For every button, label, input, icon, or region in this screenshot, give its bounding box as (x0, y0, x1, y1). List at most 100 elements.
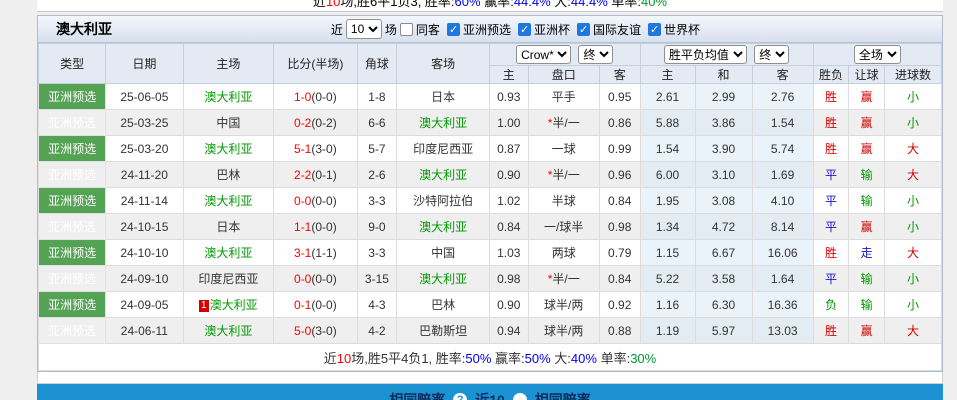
handicap-odds-home[interactable]: 1.03 (488, 239, 529, 266)
avg-home-odds[interactable]: 6.00 (639, 161, 696, 188)
handicap-odds-away[interactable]: 0.99 (598, 135, 641, 162)
league-badge[interactable]: 亚洲预选 (37, 83, 107, 110)
handicap-odds-home[interactable]: 0.84 (488, 213, 529, 240)
handicap-odds-away[interactable]: 0.88 (598, 317, 641, 344)
avg-away-odds[interactable]: 2.76 (751, 83, 814, 110)
score-cell[interactable]: 0-0(0-0) (273, 265, 358, 292)
avg-home-odds[interactable]: 5.88 (639, 109, 696, 136)
league-badge[interactable]: 亚洲预选 (37, 239, 107, 266)
avg-away-odds[interactable]: 16.36 (751, 291, 814, 318)
avg-away-odds[interactable]: 5.74 (751, 135, 814, 162)
avg-draw-odds[interactable]: 3.58 (694, 265, 753, 292)
avg-home-odds[interactable]: 2.61 (639, 83, 696, 110)
home-team-name[interactable]: 澳大利亚 (204, 90, 253, 104)
league-badge[interactable]: 亚洲预选 (37, 265, 107, 292)
home-team-name[interactable]: 中国 (216, 116, 241, 130)
handicap-odds-away[interactable]: 0.96 (598, 161, 641, 188)
handicap-line[interactable]: 一球 (527, 135, 600, 162)
same-away-checkbox[interactable] (399, 22, 413, 36)
away-team-name[interactable]: 巴勒斯坦 (419, 324, 468, 338)
avg-draw-odds[interactable]: 3.08 (694, 187, 753, 214)
score-cell[interactable]: 5-1(3-0) (273, 135, 358, 162)
avg-away-odds[interactable]: 8.14 (751, 213, 814, 240)
filter-checkbox-world-cup[interactable] (647, 22, 661, 36)
handicap-odds-home[interactable]: 1.00 (488, 109, 529, 136)
away-team-name[interactable]: 印度尼西亚 (413, 142, 474, 156)
handicap-odds-home[interactable]: 1.02 (488, 187, 529, 214)
near-10-link[interactable]: 近10 (475, 392, 505, 400)
avg-draw-odds[interactable]: 5.97 (694, 317, 753, 344)
handicap-odds-away[interactable]: 0.95 (598, 83, 641, 110)
away-team-name[interactable]: 日本 (431, 90, 456, 104)
home-team-name[interactable]: 澳大利亚 (209, 298, 258, 312)
avg-home-odds[interactable]: 1.95 (639, 187, 696, 214)
same-odds-link[interactable]: 相同赔率 (389, 392, 446, 400)
home-team-name[interactable]: 澳大利亚 (204, 194, 253, 208)
avg-away-odds[interactable]: 1.64 (751, 265, 814, 292)
avg-draw-odds[interactable]: 3.10 (694, 161, 753, 188)
league-badge[interactable]: 亚洲预选 (37, 135, 107, 162)
bookmaker-select[interactable]: Crow* (516, 45, 572, 64)
avg-home-odds[interactable]: 1.16 (639, 291, 696, 318)
handicap-line[interactable]: 一/球半 (527, 213, 600, 240)
avg-home-odds[interactable]: 5.22 (639, 265, 696, 292)
avg-draw-odds[interactable]: 2.99 (694, 83, 753, 110)
home-team-name[interactable]: 日本 (216, 220, 241, 234)
handicap-line[interactable]: *半/一 (527, 161, 600, 188)
home-team-name[interactable]: 印度尼西亚 (198, 272, 259, 286)
avg-home-odds[interactable]: 1.15 (639, 239, 696, 266)
handicap-line[interactable]: 平手 (527, 83, 600, 110)
handicap-odds-away[interactable]: 0.84 (598, 187, 641, 214)
score-cell[interactable]: 1-1(0-0) (273, 213, 358, 240)
handicap-line[interactable]: 球半/两 (527, 317, 600, 344)
help-icon[interactable]: ? (453, 393, 468, 400)
handicap-line[interactable]: 球半/两 (527, 291, 600, 318)
avg-away-odds[interactable]: 4.10 (751, 187, 814, 214)
home-team-name[interactable]: 澳大利亚 (204, 246, 253, 260)
handicap-stage-select[interactable]: 终 (578, 45, 614, 64)
handicap-line[interactable]: *半/一 (527, 109, 600, 136)
handicap-line[interactable]: *半/一 (527, 265, 600, 292)
filter-checkbox-friendly[interactable] (576, 22, 590, 36)
home-team-name[interactable]: 澳大利亚 (204, 324, 253, 338)
handicap-odds-away[interactable]: 0.79 (598, 239, 641, 266)
league-badge[interactable]: 亚洲预选 (37, 161, 107, 188)
away-team-name[interactable]: 巴林 (431, 298, 456, 312)
avg-home-odds[interactable]: 1.19 (639, 317, 696, 344)
away-team-name[interactable]: 澳大利亚 (419, 220, 468, 234)
score-cell[interactable]: 1-0(0-0) (273, 83, 358, 110)
league-badge[interactable]: 亚洲预选 (37, 317, 107, 344)
score-cell[interactable]: 0-0(0-0) (273, 187, 358, 214)
handicap-odds-away[interactable]: 0.98 (598, 213, 641, 240)
handicap-odds-away[interactable]: 0.84 (598, 265, 641, 292)
away-team-name[interactable]: 沙特阿拉伯 (413, 194, 474, 208)
avg-home-odds[interactable]: 1.54 (639, 135, 696, 162)
handicap-odds-home[interactable]: 0.98 (488, 265, 529, 292)
handicap-odds-home[interactable]: 0.93 (488, 83, 529, 110)
away-team-name[interactable]: 中国 (431, 246, 456, 260)
score-cell[interactable]: 5-0(3-0) (273, 317, 358, 344)
avg-stage-select[interactable]: 终 (754, 45, 790, 64)
scope-select[interactable]: 全场 (853, 45, 901, 64)
away-team-name[interactable]: 澳大利亚 (419, 272, 468, 286)
avg-home-odds[interactable]: 1.34 (639, 213, 696, 240)
handicap-odds-home[interactable]: 0.87 (488, 135, 529, 162)
league-badge[interactable]: 亚洲预选 (37, 109, 107, 136)
avg-draw-odds[interactable]: 4.72 (694, 213, 753, 240)
avg-draw-odds[interactable]: 3.86 (694, 109, 753, 136)
filter-checkbox-asian-qualifiers[interactable] (446, 22, 460, 36)
league-badge[interactable]: 亚洲预选 (37, 213, 107, 240)
score-cell[interactable]: 3-1(1-1) (273, 239, 358, 266)
filter-checkbox-asian-cup[interactable] (517, 22, 531, 36)
home-team-name[interactable]: 巴林 (216, 168, 241, 182)
score-cell[interactable]: 0-2(0-2) (273, 109, 358, 136)
score-cell[interactable]: 0-1(0-0) (273, 291, 358, 318)
games-count-select[interactable]: 10 (345, 19, 382, 39)
avg-draw-odds[interactable]: 6.67 (694, 239, 753, 266)
away-team-name[interactable]: 澳大利亚 (419, 116, 468, 130)
handicap-odds-away[interactable]: 0.86 (598, 109, 641, 136)
handicap-odds-home[interactable]: 0.94 (488, 317, 529, 344)
league-badge[interactable]: 亚洲预选 (37, 291, 107, 318)
league-badge[interactable]: 亚洲预选 (37, 187, 107, 214)
avg-away-odds[interactable]: 13.03 (751, 317, 814, 344)
